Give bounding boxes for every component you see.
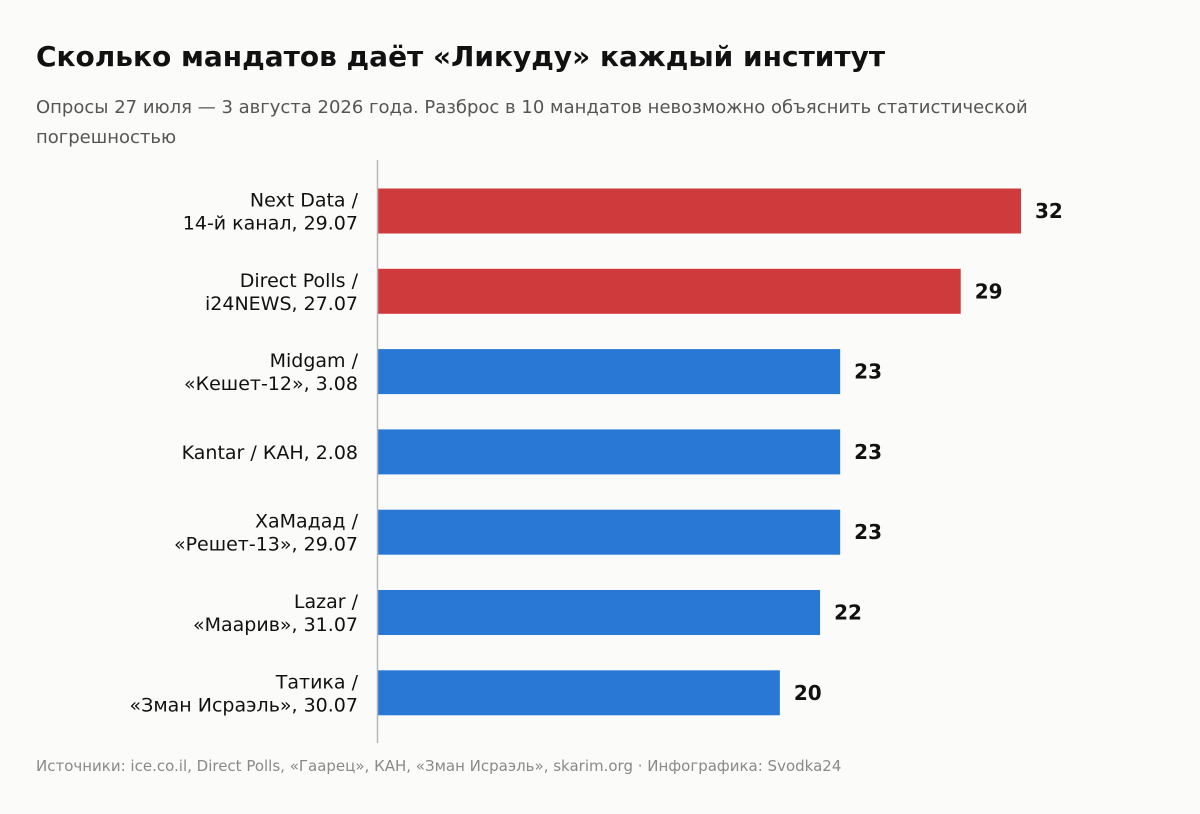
- bar-6: [378, 670, 780, 716]
- value-label-5: 22: [834, 601, 862, 625]
- value-label-2: 23: [854, 360, 882, 384]
- category-label-5: Lazar / «Маарив», 31.07: [193, 591, 359, 636]
- category-label-line: «Зман Исраэль», 30.07: [130, 694, 358, 716]
- category-label-4: ХаМадад / «Решет-13», 29.07: [174, 511, 359, 556]
- bar-3: [378, 429, 841, 475]
- bar-0: [378, 188, 1021, 234]
- category-label-line: Lazar /: [294, 591, 359, 613]
- value-label-0: 32: [1035, 199, 1063, 223]
- category-label-line: 14-й канал, 29.07: [183, 213, 358, 235]
- chart-title: Сколько мандатов даёт «Ликуду» каждый ин…: [36, 40, 886, 73]
- bar-4: [378, 509, 841, 555]
- chart-subtitle: Опросы 27 июля — 3 августа 2026 года. Ра…: [36, 97, 1028, 148]
- value-label-4: 23: [854, 520, 882, 544]
- bar-2: [378, 349, 841, 395]
- category-label-2: Midgam / «Кешет-12», 3.08: [184, 350, 359, 395]
- bar-5: [378, 590, 821, 635]
- category-label-line: Татика /: [275, 671, 359, 693]
- category-label-line: i24NEWS, 27.07: [205, 293, 358, 315]
- category-label-line: Direct Polls /: [240, 270, 359, 292]
- category-label-line: «Кешет-12», 3.08: [184, 373, 358, 395]
- category-label-3: Kantar / КАН, 2.08: [182, 442, 358, 464]
- category-label-line: «Маарив», 31.07: [193, 614, 358, 636]
- category-label-line: Next Data /: [250, 190, 359, 212]
- category-label-line: «Решет-13», 29.07: [174, 534, 358, 556]
- category-label-line: Midgam /: [270, 350, 359, 372]
- value-label-3: 23: [854, 440, 882, 464]
- bars-group: 32 Next Data /14-й канал, 29.07 29 Direct P…: [130, 188, 1063, 716]
- bar-1: [378, 268, 961, 314]
- category-label-6: Татика / «Зман Исраэль», 30.07: [130, 671, 359, 716]
- category-label-line: ХаМадад /: [255, 511, 359, 533]
- category-label-0: Next Data /14-й канал, 29.07: [183, 190, 359, 235]
- source-note: Источники: ice.co.il, Direct Polls, «Гаа…: [36, 757, 842, 775]
- category-label-1: Direct Polls / i24NEWS, 27.07: [205, 270, 359, 315]
- category-label-line: Kantar / КАН, 2.08: [182, 442, 358, 464]
- value-label-6: 20: [794, 681, 822, 705]
- value-label-1: 29: [975, 279, 1003, 303]
